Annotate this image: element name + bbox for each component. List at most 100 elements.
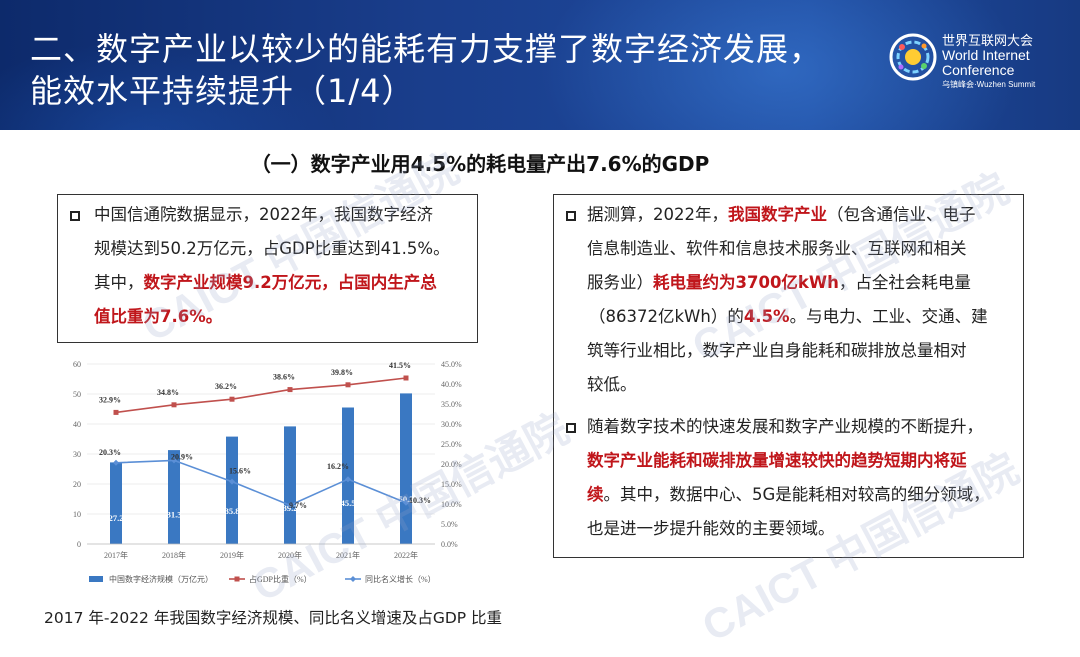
gdp-share-value-label: 36.2%	[215, 382, 237, 391]
y2-tick-label: 45.0%	[441, 360, 462, 369]
gdp-share-point	[171, 402, 177, 408]
left-line-3-plain: 其中，	[94, 273, 144, 292]
y-tick-label: 10	[73, 510, 81, 519]
highlight-segment: 我国数字产业	[728, 205, 827, 224]
right-line-4: （86372亿kWh）的4.5%。与电力、工业、交通、建	[589, 300, 1019, 334]
square-bullet-icon	[566, 423, 576, 433]
bar	[342, 407, 354, 544]
gdp-share-point	[287, 387, 293, 393]
right-paragraph-2: 随着数字技术的快速发展和数字产业规模的不断提升， 数字产业能耗和碳排放量增速较快…	[587, 410, 1019, 546]
text-segment: 服务业）	[587, 273, 653, 292]
section-subtitle: （一）数字产业用4.5%的耗电量产出7.6%的GDP	[250, 152, 710, 176]
gdp-share-point	[113, 409, 119, 415]
right-line-2: 信息制造业、软件和信息技术服务业、互联网和相关	[587, 239, 967, 258]
logo-line-4: 乌镇峰会·Wuzhen Summit	[942, 80, 1036, 89]
y-tick-label: 30	[73, 450, 81, 459]
text-segment: （86372亿kWh）的	[589, 307, 744, 326]
growth-value-label: 10.3%	[409, 496, 431, 505]
y2-tick-label: 10.0%	[441, 500, 462, 509]
x-tick-label: 2017年	[104, 550, 128, 560]
text-segment: ，占全社会耗电量	[838, 273, 971, 292]
right-line-8: 数字产业能耗和碳排放量增速较快的趋势短期内将延	[587, 451, 967, 470]
growth-value-label: 16.2%	[327, 462, 349, 471]
left-line-3-highlight: 数字产业规模9.2万亿元，占国内生产总	[143, 273, 437, 292]
right-line-10: 也是进一步提升能效的主要领域。	[587, 519, 835, 538]
growth-point	[113, 459, 119, 466]
legend-marker	[234, 576, 240, 582]
y2-tick-label: 0.0%	[441, 540, 458, 549]
growth-value-label: 20.9%	[171, 452, 193, 461]
left-text-box: 中国信通院数据显示，2022年，我国数字经济 规模达到50.2万亿元，占GDP比…	[57, 194, 478, 343]
highlight-segment: 耗电量约为3700亿kWh	[653, 273, 839, 292]
wic-logo-icon	[889, 33, 937, 81]
chart-caption: 2017 年-2022 年我国数字经济规模、同比名义增速及占GDP 比重	[44, 609, 503, 627]
bar	[168, 450, 180, 544]
text-segment: 。与电力、工业、交通、建	[789, 307, 988, 326]
gdp-share-value-label: 34.8%	[157, 388, 179, 397]
logo-line-1: 世界互联网大会	[942, 33, 1034, 48]
text-segment: （包含通信业、电子	[827, 205, 976, 224]
legend-swatch	[89, 576, 103, 582]
logo-line-2: World Internet	[942, 47, 1030, 63]
gdp-share-point	[403, 375, 409, 381]
highlight-segment: 4.5%	[743, 307, 790, 326]
growth-value-label: 20.3%	[99, 448, 121, 457]
highlight-segment: 续	[587, 485, 604, 504]
y-tick-label: 60	[73, 360, 81, 369]
growth-point	[229, 478, 235, 485]
gdp-share-value-label: 32.9%	[99, 395, 121, 404]
y2-tick-label: 35.0%	[441, 400, 462, 409]
left-line-1: 中国信通院数据显示，2022年，我国数字经济	[94, 205, 433, 224]
header-banner: 二、数字产业以较少的能耗有力支撑了数字经济发展， 能效水平持续提升（1/4） 世…	[0, 0, 1080, 130]
text-segment: 据测算，2022年，	[587, 205, 728, 224]
gdp-share-value-label: 38.6%	[273, 373, 295, 382]
left-line-4-end: 。	[205, 307, 223, 326]
growth-line	[115, 459, 407, 507]
x-tick-label: 2019年	[220, 550, 244, 560]
left-paragraph: 中国信通院数据显示，2022年，我国数字经济 规模达到50.2万亿元，占GDP比…	[94, 198, 474, 334]
x-tick-label: 2021年	[336, 550, 360, 560]
y2-tick-label: 5.0%	[441, 520, 458, 529]
y2-tick-label: 30.0%	[441, 420, 462, 429]
gdp-share-value-label: 41.5%	[389, 361, 411, 370]
left-line-4-highlight: 值比重为7.6%	[94, 307, 206, 326]
bar	[226, 436, 238, 544]
bar-value-label: 45.5	[341, 498, 356, 508]
growth-point	[287, 502, 293, 509]
growth-value-label: 9.7%	[289, 501, 307, 510]
y2-tick-label: 20.0%	[441, 460, 462, 469]
title-line-1: 二、数字产业以较少的能耗有力支撑了数字经济发展，	[30, 30, 823, 68]
text-segment: 。其中，数据中心、5G是能耗相对较高的细分领域，	[603, 485, 990, 504]
growth-point	[171, 457, 177, 464]
bar-value-label: 31.3	[167, 510, 182, 520]
x-tick-label: 2020年	[278, 550, 302, 560]
x-tick-label: 2018年	[162, 550, 186, 560]
right-line-9: 续。其中，数据中心、5G是能耗相对较高的细分领域，	[587, 478, 1019, 512]
bar	[400, 393, 412, 544]
growth-point	[403, 499, 409, 506]
logo-line-3: Conference	[942, 62, 1015, 78]
y2-tick-label: 25.0%	[441, 440, 462, 449]
bar	[110, 462, 122, 544]
right-line-1: 据测算，2022年，我国数字产业（包含通信业、电子	[587, 198, 1019, 232]
wic-logo-text: 世界互联网大会 World Internet Conference 乌镇峰会·W…	[942, 33, 1035, 90]
growth-value-label: 15.6%	[229, 467, 251, 476]
right-line-3: 服务业）耗电量约为3700亿kWh，占全社会耗电量	[587, 266, 1019, 300]
gdp-share-line	[115, 377, 407, 414]
bar-value-label: 50.2	[399, 494, 414, 504]
growth-point	[345, 476, 351, 483]
y-tick-label: 50	[73, 390, 81, 399]
digital-economy-chart: 0 10 20 30 40 50 60 0.0% 5.0% 10.0% 15.0% 20.0% 25.0…	[73, 360, 462, 584]
left-line-3: 其中，数字产业规模9.2万亿元，占国内生产总	[94, 266, 474, 300]
right-text-box: 据测算，2022年，我国数字产业（包含通信业、电子 信息制造业、软件和信息技术服…	[553, 194, 1024, 558]
gdp-share-point	[229, 396, 235, 402]
gdp-share-point	[345, 382, 351, 388]
bar-value-label: 35.8	[225, 506, 240, 516]
legend-label: 中国数字经济规模（万亿元）	[109, 574, 213, 584]
bar-value-label: 27.2	[109, 513, 124, 523]
left-line-2: 规模达到50.2万亿元，占GDP比重达到41.5%。	[94, 239, 450, 258]
square-bullet-icon	[566, 211, 576, 221]
page-title: 二、数字产业以较少的能耗有力支撑了数字经济发展， 能效水平持续提升（1/4）	[30, 28, 880, 112]
right-paragraph-1: 据测算，2022年，我国数字产业（包含通信业、电子 信息制造业、软件和信息技术服…	[587, 198, 1019, 402]
bar	[284, 426, 296, 544]
